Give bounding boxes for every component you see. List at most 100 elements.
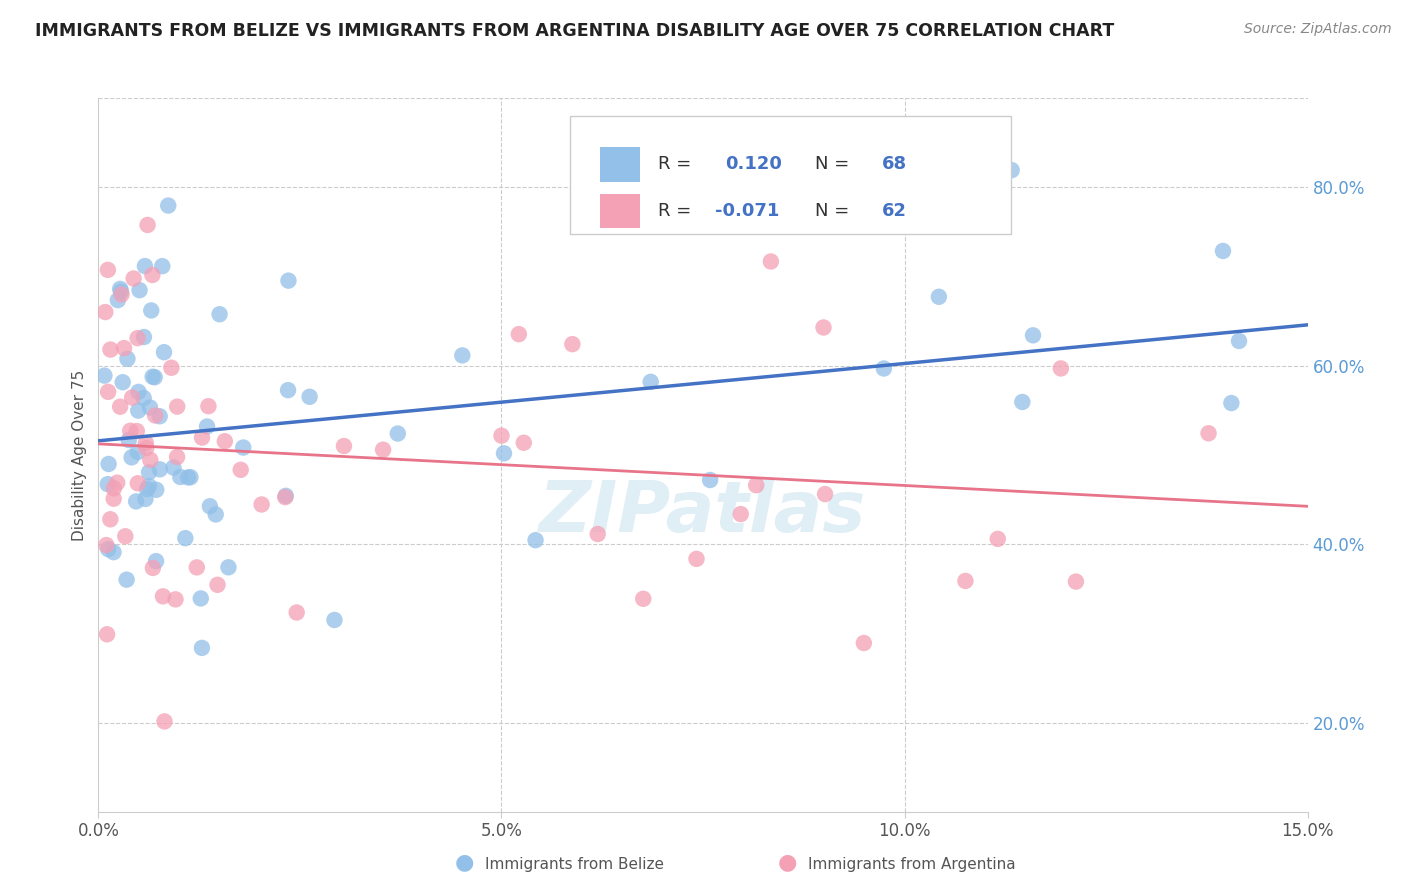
Point (1212, 244, 1234, 258)
Point (127, 476, 149, 491)
Point (1022, 328, 1045, 343)
Point (179, 470, 201, 484)
FancyBboxPatch shape (569, 116, 1011, 234)
FancyBboxPatch shape (600, 194, 640, 228)
Point (699, 473, 721, 487)
Point (371, 442, 394, 457)
Text: Immigrants from Belize: Immigrants from Belize (485, 857, 664, 872)
Text: N =: N = (815, 202, 855, 220)
Point (214, 434, 236, 449)
Y-axis label: Disability Age Over 75: Disability Age Over 75 (72, 369, 87, 541)
Text: -0.071: -0.071 (716, 202, 779, 220)
Point (730, 507, 752, 521)
Point (759, 254, 782, 268)
Point (207, 578, 229, 592)
Point (136, 218, 159, 232)
Point (166, 400, 188, 414)
Point (174, 531, 197, 545)
Point (132, 330, 155, 344)
Point (561, 337, 583, 351)
Point (586, 527, 609, 541)
Point (232, 441, 254, 455)
Point (117, 351, 139, 366)
Point (277, 274, 299, 288)
Point (160, 360, 183, 375)
Point (111, 376, 134, 390)
Point (128, 384, 150, 399)
Point (143, 409, 166, 423)
Point (1198, 426, 1220, 441)
Point (1050, 361, 1073, 376)
Point (1011, 395, 1033, 409)
Text: IMMIGRANTS FROM BELIZE VS IMMIGRANTS FROM ARGENTINA DISABILITY AGE OVER 75 CORRE: IMMIGRANTS FROM BELIZE VS IMMIGRANTS FRO… (35, 22, 1115, 40)
Point (121, 450, 143, 465)
Point (108, 400, 131, 414)
Point (118, 433, 141, 447)
Point (633, 591, 655, 606)
Text: R =: R = (658, 155, 697, 173)
Point (508, 327, 530, 342)
Point (110, 285, 132, 299)
Text: Immigrants from Argentina: Immigrants from Argentina (808, 857, 1017, 872)
Point (153, 714, 176, 729)
Point (745, 478, 768, 492)
Point (153, 345, 176, 359)
Point (191, 640, 214, 655)
Point (142, 561, 165, 575)
Point (208, 307, 231, 321)
Point (987, 532, 1010, 546)
Point (491, 428, 513, 442)
Point (103, 545, 125, 559)
Point (1064, 574, 1087, 589)
Point (135, 441, 157, 455)
Point (98, 512, 121, 526)
Point (274, 490, 297, 504)
Text: 62: 62 (882, 202, 907, 220)
Point (141, 268, 163, 282)
Point (110, 287, 132, 301)
Point (115, 573, 138, 587)
Text: R =: R = (658, 202, 697, 220)
Point (145, 554, 167, 568)
Point (852, 636, 875, 650)
Point (166, 450, 188, 464)
Point (127, 445, 149, 459)
Text: 68: 68 (882, 155, 907, 173)
Point (198, 500, 221, 514)
Point (928, 290, 950, 304)
FancyBboxPatch shape (600, 147, 640, 182)
Point (250, 498, 273, 512)
Point (139, 453, 162, 467)
Point (873, 361, 896, 376)
Point (149, 409, 172, 424)
Point (197, 399, 219, 413)
Text: 0.120: 0.120 (724, 155, 782, 173)
Point (143, 370, 166, 384)
Point (100, 343, 122, 357)
Point (134, 491, 156, 506)
Point (125, 424, 148, 438)
Point (813, 320, 835, 334)
Point (139, 401, 162, 415)
Point (277, 383, 299, 397)
Point (136, 482, 159, 496)
Point (135, 436, 157, 450)
Point (114, 529, 136, 543)
Point (150, 259, 173, 273)
Text: ZIPatlas: ZIPatlas (540, 477, 866, 547)
Point (134, 259, 156, 273)
Point (204, 508, 226, 522)
Point (125, 494, 148, 508)
Point (96, 627, 118, 641)
Point (107, 293, 129, 307)
Point (162, 460, 184, 475)
Point (105, 475, 128, 490)
Point (97, 457, 120, 471)
Point (387, 426, 409, 441)
Point (186, 560, 208, 574)
Point (120, 424, 142, 438)
Point (96, 538, 118, 552)
Point (97, 384, 120, 399)
Text: Source: ZipAtlas.com: Source: ZipAtlas.com (1244, 22, 1392, 37)
Point (298, 390, 321, 404)
